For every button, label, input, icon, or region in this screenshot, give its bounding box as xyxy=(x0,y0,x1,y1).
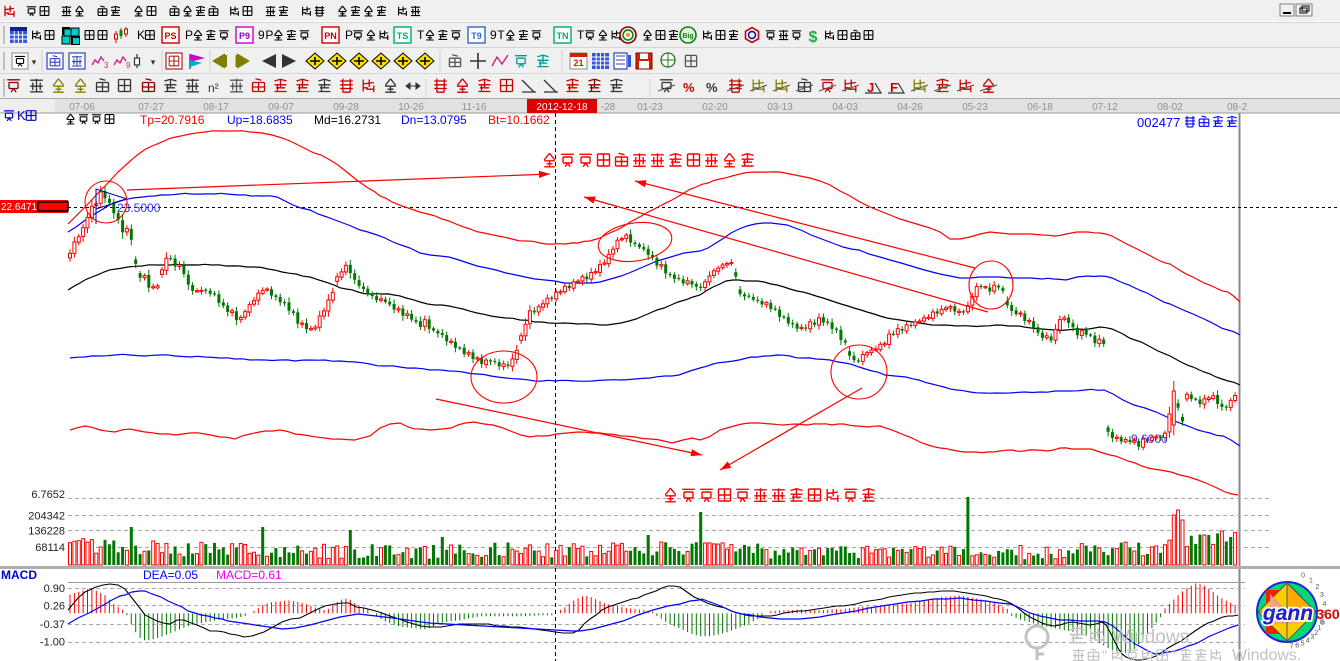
svg-text:6: 6 xyxy=(1321,619,1325,626)
svg-text:J: J xyxy=(867,80,874,95)
svg-text:T: T xyxy=(417,28,425,42)
svg-text:0: 0 xyxy=(1301,573,1305,580)
svg-text:%: % xyxy=(683,80,695,95)
svg-text:5: 5 xyxy=(1323,610,1327,617)
svg-text:Up=18.6835: Up=18.6835 xyxy=(227,113,293,127)
svg-text:TS: TS xyxy=(397,31,409,41)
svg-text:136228: 136228 xyxy=(28,526,65,538)
svg-text:08-2: 08-2 xyxy=(1227,102,1247,113)
svg-text:06-18: 06-18 xyxy=(1027,102,1053,113)
svg-text:9.6000: 9.6000 xyxy=(1131,432,1168,446)
svg-text:4: 4 xyxy=(1306,638,1310,645)
svg-text:07-06: 07-06 xyxy=(69,102,95,113)
svg-text:1: 1 xyxy=(1317,625,1321,632)
svg-text:6: 6 xyxy=(1295,643,1299,650)
svg-text:2: 2 xyxy=(1314,630,1318,637)
svg-text:Bt=10.1662: Bt=10.1662 xyxy=(488,113,550,127)
svg-text:3: 3 xyxy=(1320,592,1324,599)
svg-text:4: 4 xyxy=(1323,601,1327,608)
svg-text:%: % xyxy=(706,80,718,95)
svg-text:Windows.: Windows. xyxy=(1232,647,1301,661)
svg-text:DEA=0.05: DEA=0.05 xyxy=(143,568,198,582)
svg-text:": " xyxy=(1102,647,1107,661)
svg-text:K: K xyxy=(17,108,26,123)
svg-text:T: T xyxy=(577,28,585,42)
svg-text:0.90: 0.90 xyxy=(44,583,65,595)
svg-text:03-13: 03-13 xyxy=(767,102,793,113)
svg-text:2: 2 xyxy=(1315,584,1319,591)
svg-text:PS: PS xyxy=(164,31,176,41)
svg-text:10-26: 10-26 xyxy=(398,102,424,113)
svg-text:5: 5 xyxy=(1301,641,1305,648)
svg-text:09-07: 09-07 xyxy=(268,102,294,113)
svg-text:9: 9 xyxy=(490,28,497,42)
svg-text:204342: 204342 xyxy=(28,511,65,523)
svg-text:T9: T9 xyxy=(471,31,482,41)
svg-text:Md=16.2731: Md=16.2731 xyxy=(314,113,381,127)
svg-text:002477: 002477 xyxy=(1137,115,1180,130)
svg-text:P: P xyxy=(185,28,193,42)
svg-text:Big: Big xyxy=(682,33,693,40)
svg-text:1: 1 xyxy=(1309,578,1313,585)
svg-text:P: P xyxy=(345,28,353,42)
svg-text:21: 21 xyxy=(573,58,583,68)
svg-text:22.6471: 22.6471 xyxy=(1,202,38,213)
svg-text:▾: ▾ xyxy=(151,57,156,67)
svg-text:": " xyxy=(1171,647,1176,661)
svg-text:6.7652: 6.7652 xyxy=(31,489,65,501)
svg-text:05-23: 05-23 xyxy=(962,102,988,113)
svg-text:7: 7 xyxy=(1290,644,1294,651)
svg-text:04-26: 04-26 xyxy=(897,102,923,113)
svg-text:n²: n² xyxy=(208,81,219,95)
svg-text:T: T xyxy=(497,28,505,42)
svg-text:-1.00: -1.00 xyxy=(40,637,65,649)
svg-text:gann: gann xyxy=(1262,602,1313,625)
svg-text:PN: PN xyxy=(324,31,337,41)
svg-text:Tp=20.7916: Tp=20.7916 xyxy=(140,113,205,127)
svg-text:04-03: 04-03 xyxy=(832,102,858,113)
svg-text:0.26: 0.26 xyxy=(44,601,65,613)
svg-text:02-20: 02-20 xyxy=(702,102,728,113)
svg-text:F: F xyxy=(890,80,898,95)
svg-text:TN: TN xyxy=(557,31,569,41)
svg-text:2012-12-18: 2012-12-18 xyxy=(536,102,588,113)
svg-text:9: 9 xyxy=(126,61,131,70)
svg-text:-28: -28 xyxy=(601,102,616,113)
svg-text:3: 3 xyxy=(104,61,109,70)
svg-text:K: K xyxy=(137,28,145,42)
svg-text:MACD=0.61: MACD=0.61 xyxy=(216,568,282,582)
svg-text:08-17: 08-17 xyxy=(203,102,229,113)
svg-text:gann: gann xyxy=(1262,602,1313,625)
svg-text:P9: P9 xyxy=(239,31,250,41)
svg-text:▾: ▾ xyxy=(32,57,37,67)
svg-text:07-12: 07-12 xyxy=(1092,102,1118,113)
svg-text:3: 3 xyxy=(1310,634,1314,641)
svg-text:-0.37: -0.37 xyxy=(40,619,65,631)
svg-text:01-23: 01-23 xyxy=(637,102,663,113)
svg-text:23.5000: 23.5000 xyxy=(117,201,161,215)
svg-text:07-27: 07-27 xyxy=(138,102,164,113)
svg-text:$: $ xyxy=(809,29,818,46)
svg-text:09-28: 09-28 xyxy=(333,102,359,113)
svg-text:P: P xyxy=(265,28,273,42)
svg-text:Windows: Windows xyxy=(1112,627,1189,648)
svg-text:11-16: 11-16 xyxy=(462,102,487,113)
svg-text:68114: 68114 xyxy=(35,542,65,554)
svg-text:9: 9 xyxy=(258,28,265,42)
svg-text:08-02: 08-02 xyxy=(1157,102,1183,113)
svg-text:0: 0 xyxy=(1320,620,1324,627)
svg-text:MACD: MACD xyxy=(1,568,37,582)
svg-text:360: 360 xyxy=(1316,606,1340,622)
svg-text:Dn=13.0795: Dn=13.0795 xyxy=(401,113,467,127)
